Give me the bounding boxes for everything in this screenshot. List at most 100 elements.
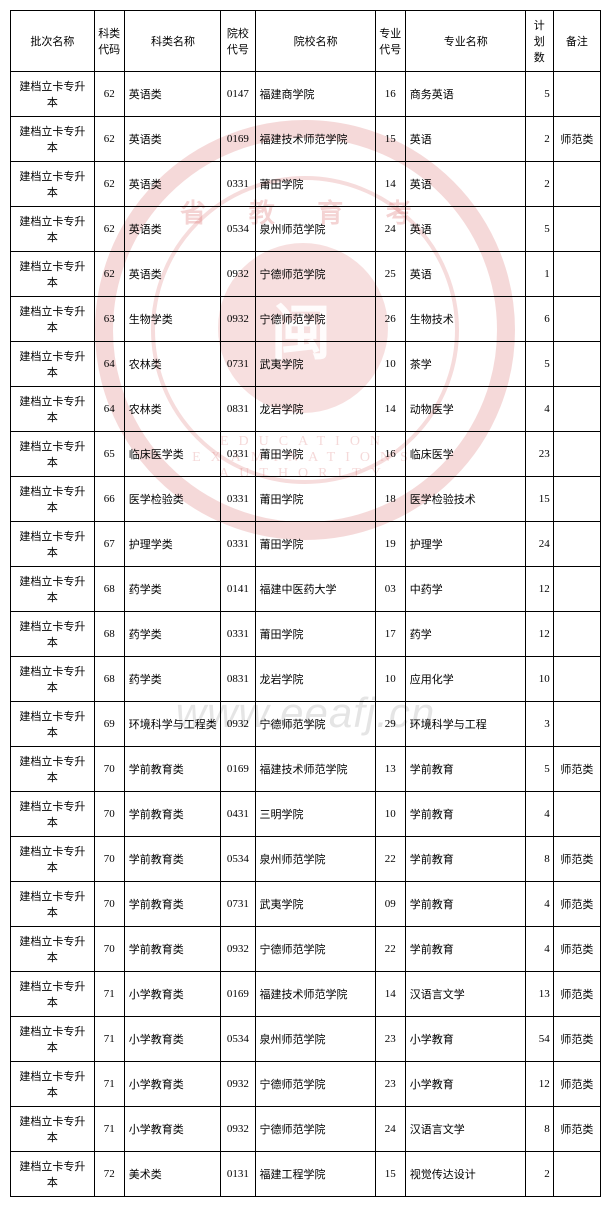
cell-subject-name: 农林类 [124,342,221,387]
cell-subject-code: 71 [94,1017,124,1062]
cell-major-code: 23 [375,1062,405,1107]
cell-subject-code: 68 [94,657,124,702]
cell-batch: 建档立卡专升本 [11,972,95,1017]
cell-major-code: 09 [375,882,405,927]
cell-subject-name: 英语类 [124,207,221,252]
cell-remark [553,612,600,657]
table-row: 建档立卡专升本62英语类0147福建商学院16商务英语5 [11,72,601,117]
cell-major-name: 学前教育 [405,792,525,837]
cell-remark [553,1152,600,1197]
cell-school-name: 武夷学院 [255,882,375,927]
cell-subject-code: 70 [94,747,124,792]
cell-major-name: 英语 [405,207,525,252]
cell-remark [553,72,600,117]
cell-subject-name: 护理学类 [124,522,221,567]
table-row: 建档立卡专升本70学前教育类0431三明学院10学前教育4 [11,792,601,837]
cell-school-name: 莆田学院 [255,162,375,207]
cell-major-name: 环境科学与工程 [405,702,525,747]
cell-school-code: 0534 [221,207,255,252]
cell-subject-code: 66 [94,477,124,522]
cell-school-name: 宁德师范学院 [255,702,375,747]
table-row: 建档立卡专升本70学前教育类0534泉州师范学院22学前教育8师范类 [11,837,601,882]
table-row: 建档立卡专升本63生物学类0932宁德师范学院26生物技术6 [11,297,601,342]
cell-school-code: 0169 [221,747,255,792]
cell-batch: 建档立卡专升本 [11,252,95,297]
cell-plan: 54 [525,1017,553,1062]
cell-batch: 建档立卡专升本 [11,72,95,117]
cell-major-name: 英语 [405,117,525,162]
cell-plan: 4 [525,792,553,837]
cell-remark: 师范类 [553,882,600,927]
cell-remark [553,342,600,387]
cell-subject-code: 70 [94,882,124,927]
cell-major-code: 18 [375,477,405,522]
table-row: 建档立卡专升本71小学教育类0932宁德师范学院23小学教育12师范类 [11,1062,601,1107]
cell-major-code: 16 [375,72,405,117]
cell-remark: 师范类 [553,1017,600,1062]
cell-school-name: 龙岩学院 [255,657,375,702]
cell-school-code: 0331 [221,162,255,207]
cell-subject-name: 学前教育类 [124,927,221,972]
table-header-row: 批次名称 科类 代码 科类名称 院校 代号 院校名称 专业 代号 专业名称 计划… [11,11,601,72]
cell-batch: 建档立卡专升本 [11,927,95,972]
cell-batch: 建档立卡专升本 [11,387,95,432]
cell-plan: 5 [525,72,553,117]
cell-subject-name: 农林类 [124,387,221,432]
cell-remark: 师范类 [553,1062,600,1107]
cell-major-name: 英语 [405,252,525,297]
cell-subject-name: 学前教育类 [124,792,221,837]
cell-school-name: 宁德师范学院 [255,927,375,972]
cell-subject-name: 生物学类 [124,297,221,342]
cell-remark [553,657,600,702]
cell-major-name: 英语 [405,162,525,207]
table-row: 建档立卡专升本62英语类0932宁德师范学院25英语1 [11,252,601,297]
col-major-code: 专业 代号 [375,11,405,72]
cell-major-name: 护理学 [405,522,525,567]
cell-batch: 建档立卡专升本 [11,702,95,747]
cell-major-name: 汉语言文学 [405,1107,525,1152]
cell-plan: 2 [525,117,553,162]
cell-major-name: 学前教育 [405,927,525,972]
cell-major-code: 24 [375,1107,405,1152]
cell-plan: 1 [525,252,553,297]
cell-plan: 12 [525,1062,553,1107]
cell-subject-name: 药学类 [124,612,221,657]
cell-school-name: 宁德师范学院 [255,252,375,297]
cell-major-code: 23 [375,1017,405,1062]
cell-subject-name: 英语类 [124,117,221,162]
cell-batch: 建档立卡专升本 [11,882,95,927]
cell-subject-name: 学前教育类 [124,882,221,927]
cell-subject-name: 英语类 [124,162,221,207]
cell-subject-name: 小学教育类 [124,1017,221,1062]
cell-major-name: 汉语言文学 [405,972,525,1017]
cell-major-name: 小学教育 [405,1017,525,1062]
cell-batch: 建档立卡专升本 [11,162,95,207]
cell-plan: 4 [525,882,553,927]
cell-subject-code: 69 [94,702,124,747]
cell-batch: 建档立卡专升本 [11,207,95,252]
cell-subject-code: 70 [94,927,124,972]
cell-plan: 15 [525,477,553,522]
cell-major-code: 14 [375,972,405,1017]
table-row: 建档立卡专升本68药学类0141福建中医药大学03中药学12 [11,567,601,612]
cell-major-name: 学前教育 [405,882,525,927]
cell-subject-code: 68 [94,567,124,612]
cell-school-code: 0534 [221,837,255,882]
cell-plan: 12 [525,612,553,657]
cell-remark [553,477,600,522]
cell-batch: 建档立卡专升本 [11,342,95,387]
cell-subject-code: 62 [94,72,124,117]
cell-subject-code: 64 [94,387,124,432]
cell-school-code: 0147 [221,72,255,117]
cell-major-name: 小学教育 [405,1062,525,1107]
cell-subject-code: 62 [94,252,124,297]
cell-subject-name: 美术类 [124,1152,221,1197]
cell-major-code: 13 [375,747,405,792]
cell-major-code: 17 [375,612,405,657]
cell-school-name: 泉州师范学院 [255,207,375,252]
cell-remark [553,162,600,207]
cell-remark [553,522,600,567]
cell-remark: 师范类 [553,1107,600,1152]
table-row: 建档立卡专升本71小学教育类0169福建技术师范学院14汉语言文学13师范类 [11,972,601,1017]
cell-major-name: 生物技术 [405,297,525,342]
